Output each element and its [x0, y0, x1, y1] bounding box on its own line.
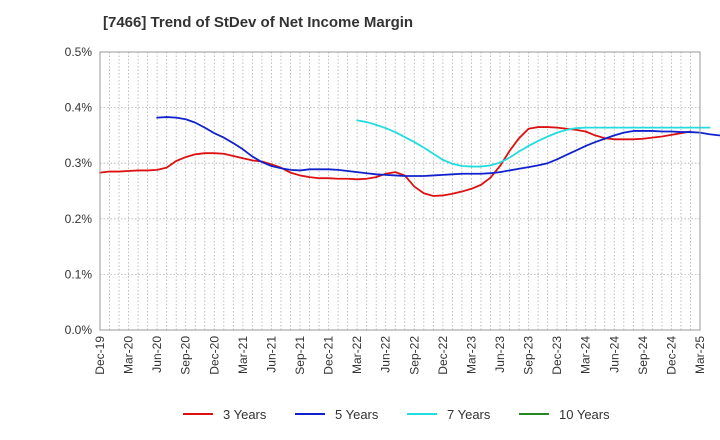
- x-axis-ticks: Dec-19 Mar-20 Jun-20 Sep-20 Dec-20 Mar-21 Jun-…: [93, 336, 707, 375]
- y-tick-label: 0.3%: [65, 156, 93, 170]
- x-tick-label: Dec-24: [664, 336, 678, 375]
- x-tick-label: Sep-21: [293, 336, 307, 375]
- x-tick-label: Dec-22: [436, 336, 450, 375]
- x-tick-label: Dec-23: [550, 336, 564, 375]
- y-tick-label: 0.1%: [65, 267, 93, 281]
- legend-item: 5 Years: [295, 407, 379, 422]
- y-tick-label: 0.5%: [65, 45, 93, 59]
- x-tick-label: Sep-22: [407, 336, 421, 375]
- legend-label: 7 Years: [447, 407, 491, 422]
- x-tick-label: Dec-20: [207, 336, 221, 375]
- legend-label: 5 Years: [335, 407, 379, 422]
- plot-grid: [100, 52, 700, 330]
- x-tick-label: Sep-20: [179, 336, 193, 375]
- x-tick-label: Sep-23: [522, 336, 536, 375]
- plot-frame: [99, 51, 701, 331]
- legend-label: 3 Years: [223, 407, 267, 422]
- series-line-3-years: [99, 126, 692, 197]
- legend: 3 Years 5 Years 7 Years 10 Years: [183, 407, 610, 422]
- x-tick-label: Jun-21: [264, 336, 278, 373]
- legend-item: 7 Years: [407, 407, 491, 422]
- y-tick-label: 0.2%: [65, 212, 93, 226]
- y-tick-label: 0.4%: [65, 101, 93, 115]
- x-tick-label: Jun-20: [150, 336, 164, 373]
- x-tick-label: Dec-19: [93, 336, 107, 375]
- series-line-7-years: [356, 119, 711, 168]
- x-tick-label: Mar-21: [236, 336, 250, 374]
- x-tick-label: Dec-21: [322, 336, 336, 375]
- x-tick-label: Mar-25: [693, 336, 707, 374]
- chart-title: [7466] Trend of StDev of Net Income Marg…: [103, 14, 413, 31]
- x-tick-label: Mar-24: [579, 336, 593, 374]
- legend-label: 10 Years: [559, 407, 610, 422]
- legend-item: 10 Years: [519, 407, 610, 422]
- y-axis-ticks: 0.0% 0.1% 0.2% 0.3% 0.4% 0.5%: [65, 45, 93, 337]
- x-tick-label: Mar-23: [464, 336, 478, 374]
- x-tick-label: Jun-23: [493, 336, 507, 373]
- x-tick-label: Jun-24: [607, 336, 621, 373]
- x-tick-label: Mar-20: [122, 336, 136, 374]
- series-line-5-years: [156, 116, 720, 177]
- x-tick-label: Jun-22: [379, 336, 393, 373]
- x-tick-label: Sep-24: [636, 336, 650, 375]
- legend-item: 3 Years: [183, 407, 267, 422]
- x-tick-label: Mar-22: [350, 336, 364, 374]
- series-lines: [99, 116, 720, 197]
- y-tick-label: 0.0%: [65, 323, 93, 337]
